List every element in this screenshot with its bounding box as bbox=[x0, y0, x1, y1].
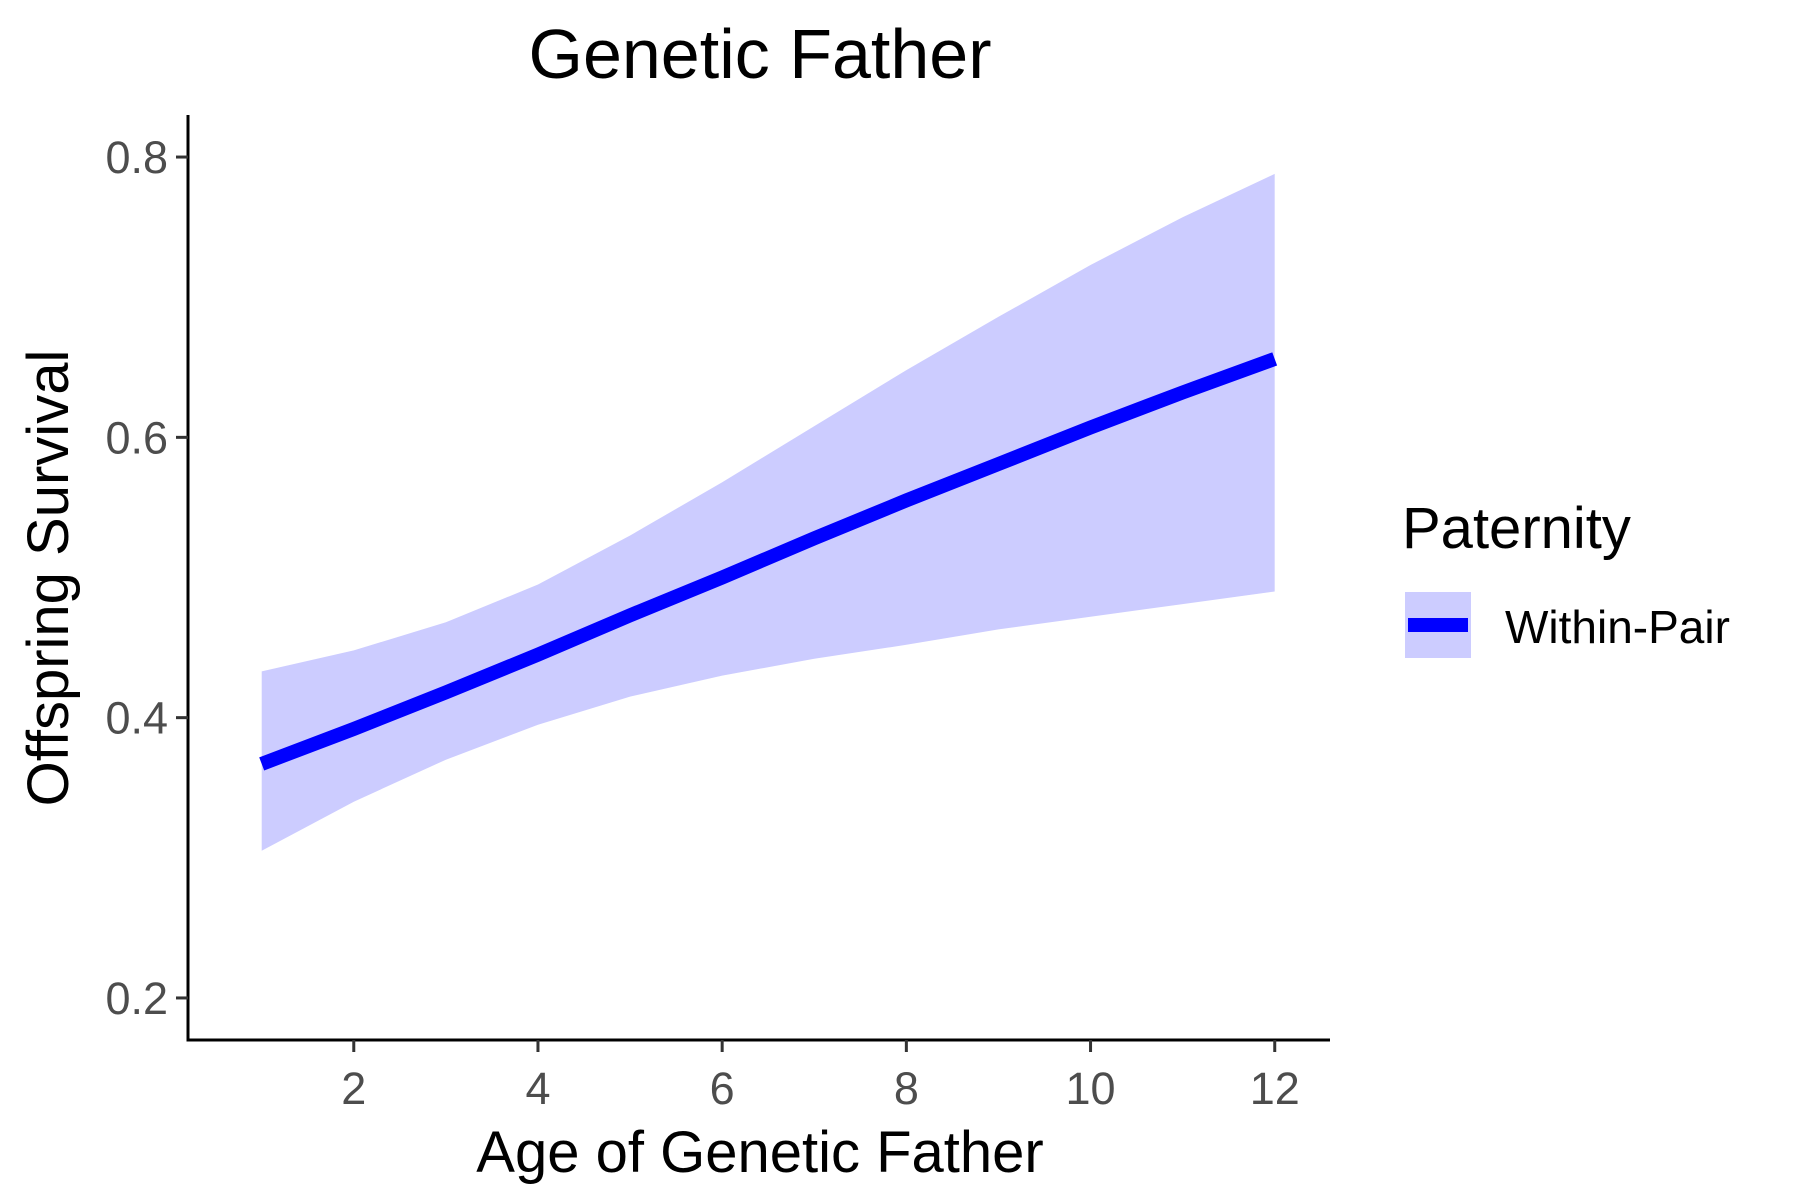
chart-title: Genetic Father bbox=[529, 15, 992, 93]
y-tick-label: 0.8 bbox=[105, 132, 168, 183]
y-axis-ticks: 0.2 0.4 0.6 0.8 bbox=[105, 132, 188, 1024]
x-axis-ticks: 2 4 6 8 10 12 bbox=[341, 1040, 1300, 1114]
x-tick-label: 6 bbox=[710, 1063, 735, 1114]
legend-entry-label: Within-Pair bbox=[1505, 601, 1730, 653]
legend-title: Paternity bbox=[1402, 496, 1631, 561]
legend: Paternity Within-Pair bbox=[1402, 496, 1730, 658]
y-tick-label: 0.4 bbox=[105, 693, 168, 744]
confidence-ribbon-0 bbox=[261, 173, 1275, 851]
x-tick-label: 2 bbox=[341, 1063, 366, 1114]
y-axis-title: Offspring Survival bbox=[16, 350, 81, 807]
x-tick-label: 12 bbox=[1250, 1063, 1300, 1114]
confidence-ribbon-layer bbox=[261, 173, 1275, 851]
plot-area bbox=[259, 173, 1278, 851]
x-tick-label: 10 bbox=[1066, 1063, 1116, 1114]
x-tick-label: 8 bbox=[894, 1063, 919, 1114]
series-line-layer bbox=[259, 352, 1278, 771]
y-tick-label: 0.2 bbox=[105, 973, 168, 1024]
x-tick-label: 4 bbox=[525, 1063, 550, 1114]
y-tick-label: 0.6 bbox=[105, 412, 168, 463]
x-axis-title: Age of Genetic Father bbox=[476, 1120, 1043, 1185]
axis-lines bbox=[186, 115, 1330, 1042]
series-line-0 bbox=[259, 352, 1278, 771]
